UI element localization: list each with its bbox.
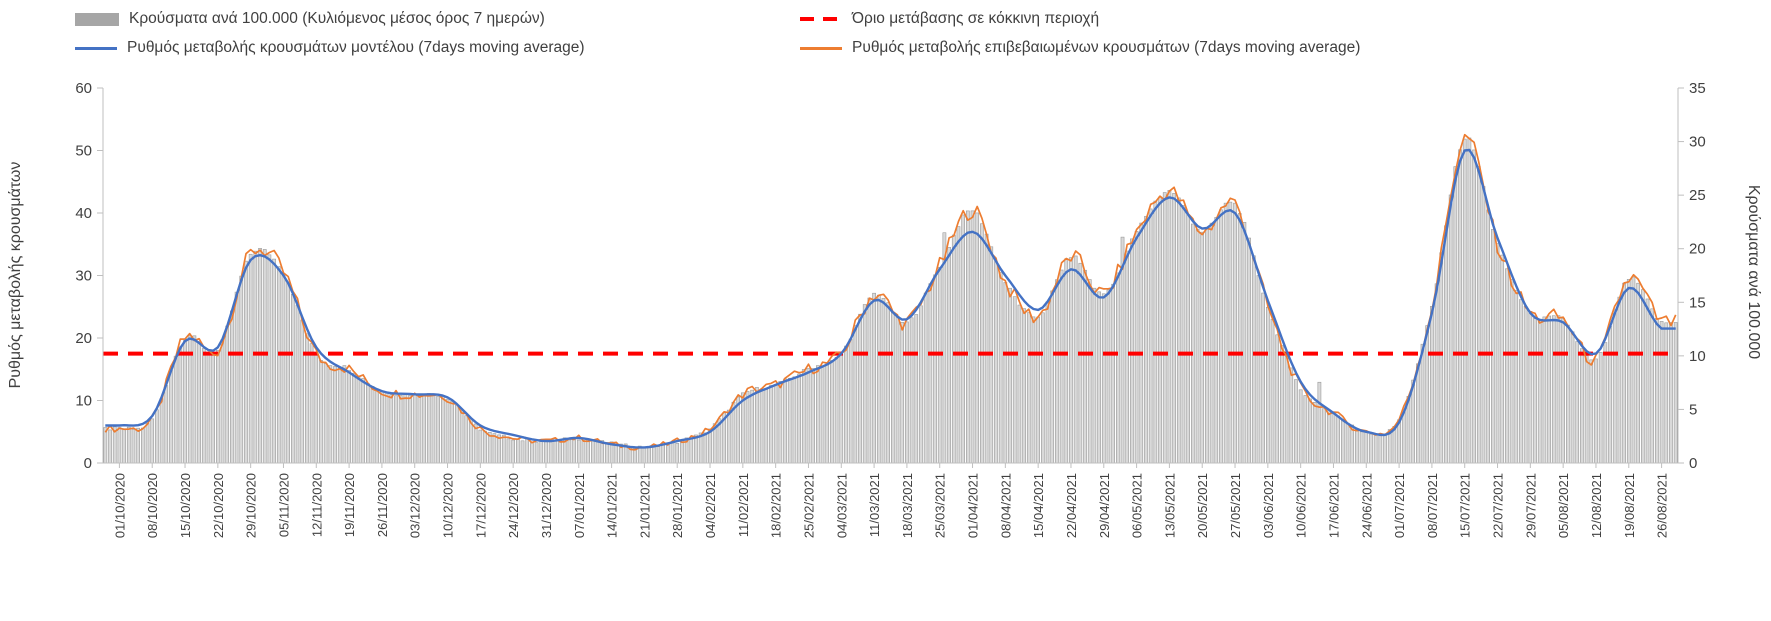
svg-text:10: 10 [75, 393, 92, 410]
svg-text:13/05/2021: 13/05/2021 [1162, 473, 1177, 538]
svg-text:11/02/2021: 11/02/2021 [736, 473, 751, 537]
svg-text:19/08/2021: 19/08/2021 [1622, 473, 1637, 538]
svg-text:22/10/2020: 22/10/2020 [211, 473, 226, 538]
svg-text:15/10/2020: 15/10/2020 [178, 473, 193, 538]
svg-text:20: 20 [1689, 241, 1706, 258]
svg-text:10: 10 [1689, 348, 1706, 365]
svg-text:12/08/2021: 12/08/2021 [1589, 473, 1604, 538]
svg-text:19/11/2020: 19/11/2020 [342, 473, 357, 537]
svg-text:30: 30 [75, 268, 92, 285]
svg-text:35: 35 [1689, 80, 1706, 97]
svg-text:08/04/2021: 08/04/2021 [998, 473, 1013, 538]
svg-text:18/03/2021: 18/03/2021 [900, 473, 915, 538]
svg-text:28/01/2021: 28/01/2021 [670, 473, 685, 538]
bar-series-swatch [75, 12, 119, 26]
svg-text:01/07/2021: 01/07/2021 [1392, 473, 1407, 538]
svg-text:0: 0 [1689, 455, 1697, 472]
svg-text:26/11/2020: 26/11/2020 [375, 473, 390, 537]
svg-text:06/05/2021: 06/05/2021 [1130, 473, 1145, 538]
legend-item-model-rate: Ρυθμός μεταβολής κρουσμάτων μοντέλου (7d… [75, 39, 585, 57]
svg-text:21/01/2021: 21/01/2021 [637, 473, 652, 538]
legend-label-model-rate: Ρυθμός μεταβολής κρουσμάτων μοντέλου (7d… [127, 39, 585, 56]
svg-text:0: 0 [84, 455, 92, 472]
svg-text:5: 5 [1689, 401, 1697, 418]
svg-text:18/02/2021: 18/02/2021 [769, 473, 784, 538]
svg-text:04/03/2021: 04/03/2021 [834, 473, 849, 538]
svg-text:10/06/2021: 10/06/2021 [1294, 473, 1309, 538]
legend-item-threshold: Όριο μετάβασης σε κόκκινη περιοχή [800, 10, 1099, 28]
legend-label-threshold: Όριο μετάβασης σε κόκκινη περιοχή [852, 10, 1100, 27]
svg-text:08/07/2021: 08/07/2021 [1425, 473, 1440, 538]
svg-text:20: 20 [75, 330, 92, 347]
legend-item-confirmed-rate: Ρυθμός μεταβολής επιβεβαιωμένων κρουσμάτ… [800, 39, 1360, 57]
svg-text:29/07/2021: 29/07/2021 [1523, 473, 1538, 538]
svg-text:20/05/2021: 20/05/2021 [1195, 473, 1210, 538]
svg-text:29/04/2021: 29/04/2021 [1097, 473, 1112, 538]
svg-text:15: 15 [1689, 294, 1706, 311]
svg-text:27/05/2021: 27/05/2021 [1228, 473, 1243, 538]
svg-text:12/11/2020: 12/11/2020 [309, 473, 324, 537]
svg-text:11/03/2021: 11/03/2021 [867, 473, 882, 537]
svg-text:60: 60 [75, 80, 92, 97]
svg-text:04/02/2021: 04/02/2021 [703, 473, 718, 538]
svg-text:25/02/2021: 25/02/2021 [801, 473, 816, 538]
svg-text:50: 50 [75, 143, 92, 160]
svg-text:03/12/2020: 03/12/2020 [408, 473, 423, 538]
svg-text:17/12/2020: 17/12/2020 [473, 473, 488, 538]
legend-label-cases-bars: Κρούσματα ανά 100.000 (Κυλιόμενος μέσος … [129, 10, 545, 27]
svg-text:31/12/2020: 31/12/2020 [539, 473, 554, 538]
svg-text:01/04/2021: 01/04/2021 [966, 473, 981, 538]
orange-line-swatch [800, 46, 842, 50]
svg-text:25: 25 [1689, 187, 1706, 204]
legend-item-cases-bars: Κρούσματα ανά 100.000 (Κυλιόμενος μέσος … [75, 10, 545, 28]
svg-text:05/08/2021: 05/08/2021 [1556, 473, 1571, 538]
svg-text:05/11/2020: 05/11/2020 [276, 473, 291, 537]
svg-text:03/06/2021: 03/06/2021 [1261, 473, 1276, 538]
legend-label-confirmed-rate: Ρυθμός μεταβολής επιβεβαιωμένων κρουσμάτ… [852, 39, 1361, 56]
svg-text:01/10/2020: 01/10/2020 [112, 473, 127, 538]
svg-text:24/12/2020: 24/12/2020 [506, 473, 521, 538]
svg-text:22/04/2021: 22/04/2021 [1064, 473, 1079, 538]
svg-text:14/01/2021: 14/01/2021 [605, 473, 620, 538]
svg-text:40: 40 [75, 205, 92, 222]
svg-text:26/08/2021: 26/08/2021 [1655, 473, 1670, 538]
svg-text:15/07/2021: 15/07/2021 [1458, 473, 1473, 538]
svg-text:24/06/2021: 24/06/2021 [1359, 473, 1374, 538]
svg-text:10/12/2020: 10/12/2020 [441, 473, 456, 538]
svg-text:08/10/2020: 08/10/2020 [145, 473, 160, 538]
svg-text:17/06/2021: 17/06/2021 [1326, 473, 1341, 538]
blue-line-swatch [75, 46, 117, 50]
svg-text:22/07/2021: 22/07/2021 [1491, 473, 1506, 538]
svg-text:07/01/2021: 07/01/2021 [572, 473, 587, 538]
svg-text:29/10/2020: 29/10/2020 [244, 473, 259, 538]
threshold-dash-swatch [800, 17, 842, 21]
svg-text:25/03/2021: 25/03/2021 [933, 473, 948, 538]
svg-text:15/04/2021: 15/04/2021 [1031, 473, 1046, 538]
svg-text:30: 30 [1689, 134, 1706, 151]
